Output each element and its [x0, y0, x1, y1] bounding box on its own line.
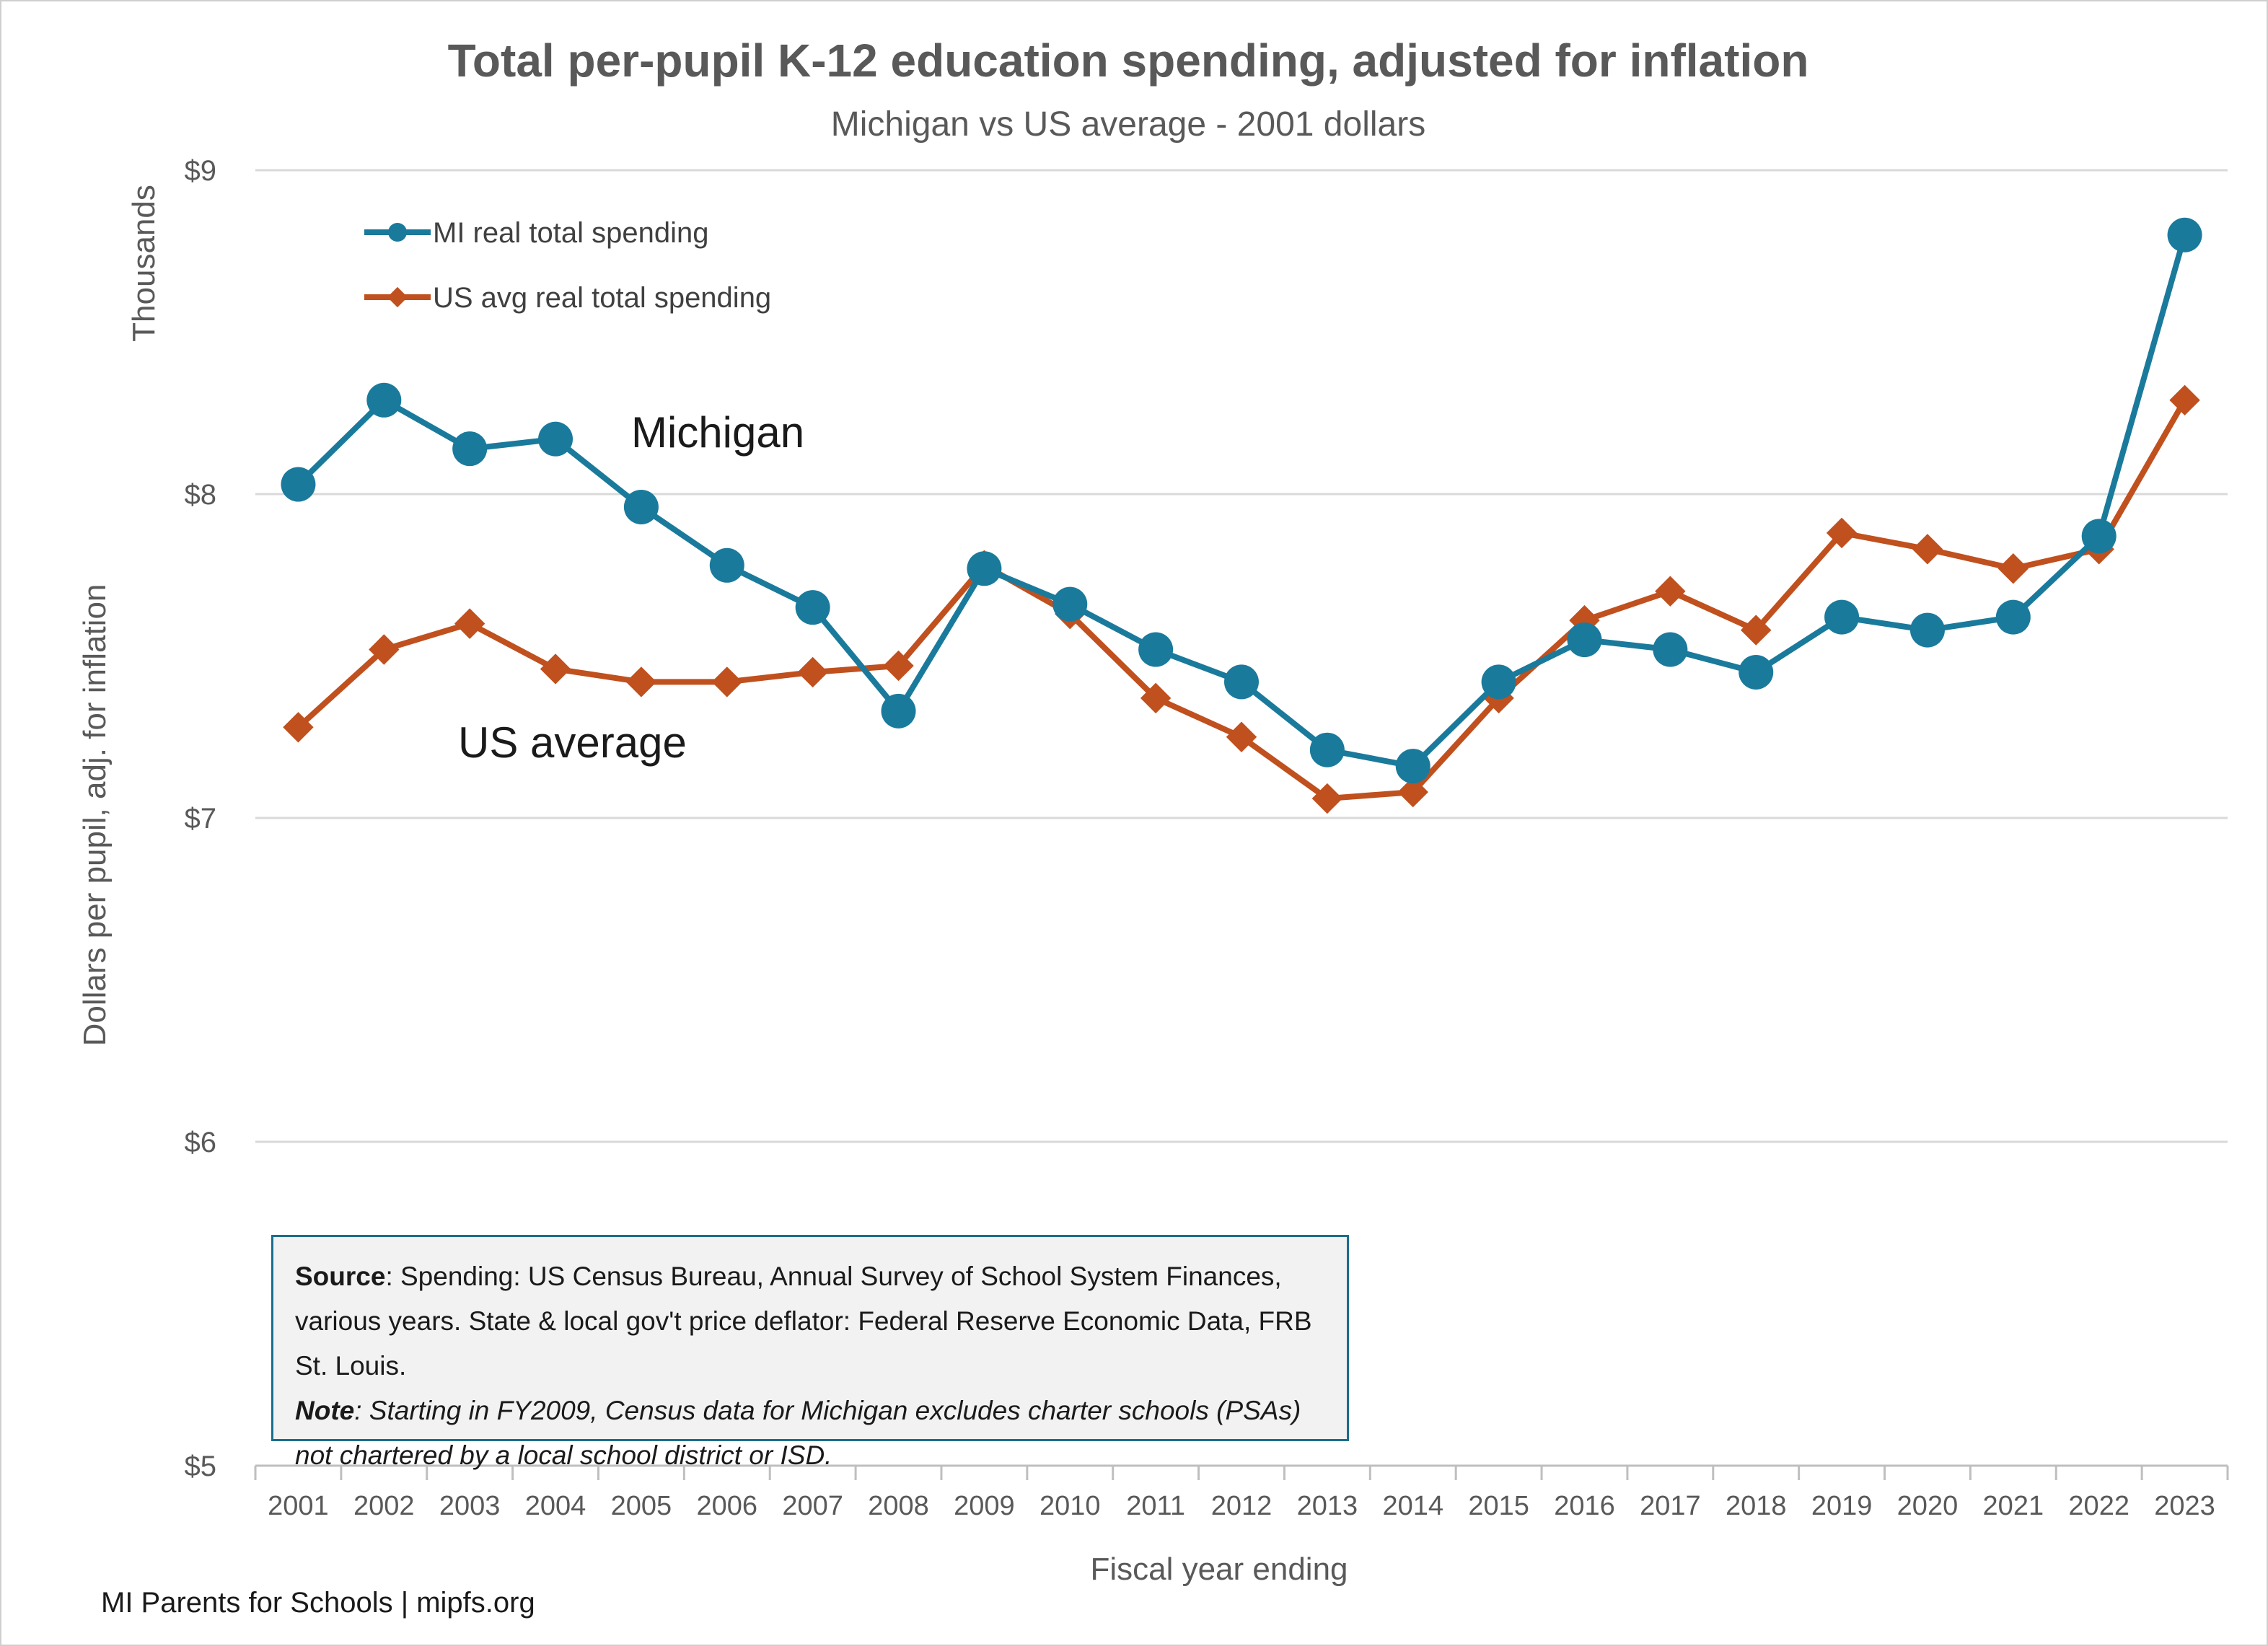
y-tick-label: $5: [185, 1451, 217, 1482]
note-text: : Starting in FY2009, Census data for Mi…: [295, 1396, 1301, 1470]
x-axis: 2001 2002 2003 2004 2005 2006 2007 2008 2009 2010…: [254, 1464, 2229, 1521]
y-tick-label: $6: [185, 1127, 217, 1158]
data-point-us-average: [2169, 384, 2200, 416]
x-tick-label: 2015: [1468, 1491, 1529, 1521]
x-tick-label: 2010: [1040, 1491, 1101, 1521]
x-tick-label: 2005: [611, 1491, 672, 1521]
legend-swatch-mi-marker: [388, 223, 407, 242]
data-point-us-average: [454, 608, 485, 639]
x-tick-label: 2021: [1983, 1491, 2044, 1521]
x-tick-label: 2016: [1554, 1491, 1615, 1521]
data-point-us-average: [1997, 553, 2029, 584]
data-point-us-average: [1397, 776, 1428, 808]
y-tick-label: $7: [185, 803, 217, 835]
data-point-michigan: [623, 489, 659, 524]
x-tick-label: 2019: [1811, 1491, 1873, 1521]
legend-label-us: US avg real total spending: [433, 282, 771, 314]
x-tick-label: 2020: [1897, 1491, 1959, 1521]
data-point-michigan: [1395, 749, 1430, 784]
data-point-michigan: [967, 551, 1002, 586]
x-tick-label: 2023: [2154, 1491, 2215, 1521]
x-tick-label: 2017: [1640, 1491, 1701, 1521]
data-point-us-average: [1311, 783, 1343, 814]
data-point-us-average: [797, 656, 828, 688]
chart-subtitle: Michigan vs US average - 2001 dollars: [831, 105, 1425, 144]
data-point-michigan: [538, 421, 573, 457]
data-point-michigan: [1481, 664, 1516, 700]
data-point-michigan: [452, 431, 488, 467]
y-tick-label: $8: [185, 479, 217, 511]
data-point-michigan: [1224, 664, 1259, 700]
y-tick-label: $9: [185, 155, 217, 187]
x-tick-label: 2002: [353, 1491, 415, 1521]
x-tick-label: 2013: [1297, 1491, 1358, 1521]
data-point-michigan: [2081, 519, 2117, 554]
y-axis: $5 $6 $7 $8 $9: [185, 155, 217, 1482]
x-tick-label: 2004: [525, 1491, 586, 1521]
data-point-michigan: [1995, 599, 2031, 635]
legend: MI real total spending US avg real total…: [364, 217, 771, 314]
footer-credit: MI Parents for Schools | mipfs.org: [101, 1587, 535, 1619]
data-point-us-average: [711, 666, 742, 697]
note-label: Note: [295, 1396, 355, 1425]
x-tick-label: 2022: [2068, 1491, 2129, 1521]
y-axis-title: Dollars per pupil, adj. for inflation: [77, 584, 113, 1047]
x-tick-label: 2014: [1382, 1491, 1443, 1521]
data-point-us-average: [625, 666, 657, 697]
x-tick-label: 2018: [1726, 1491, 1787, 1521]
data-point-michigan: [1909, 612, 1945, 648]
data-point-us-average: [1655, 576, 1686, 607]
data-point-michigan: [881, 693, 916, 729]
data-point-michigan: [281, 467, 316, 502]
x-axis-title: Fiscal year ending: [1090, 1552, 1348, 1587]
source-label: Source: [295, 1262, 386, 1291]
chart-title: Total per-pupil K-12 education spending,…: [448, 35, 1809, 87]
data-point-michigan: [1739, 654, 1774, 690]
annotation-us-average: US average: [458, 718, 687, 767]
x-tick-label: 2011: [1126, 1491, 1185, 1521]
y-unit-label: Thousands: [126, 185, 162, 342]
data-point-michigan: [1567, 622, 1602, 658]
data-point-us-average: [540, 653, 571, 685]
data-point-us-average: [1912, 534, 1943, 565]
x-tick-label: 2001: [268, 1491, 329, 1521]
data-point-michigan: [709, 547, 744, 583]
x-tick-label: 2007: [782, 1491, 843, 1521]
data-point-michigan: [366, 382, 402, 418]
legend-item-mi: MI real total spending: [364, 217, 708, 249]
legend-label-mi: MI real total spending: [433, 217, 708, 249]
data-point-us-average: [883, 650, 914, 682]
data-point-us-average: [1140, 682, 1172, 714]
x-tick-label: 2008: [868, 1491, 929, 1521]
x-tick-label: 2003: [439, 1491, 501, 1521]
data-point-michigan: [1653, 632, 1688, 667]
gridlines: [255, 169, 2228, 1143]
data-point-michigan: [1309, 732, 1345, 767]
data-point-michigan: [1824, 599, 1860, 635]
x-tick-label: 2012: [1211, 1491, 1273, 1521]
x-tick-label: 2006: [697, 1491, 758, 1521]
source-note-box: Source: Spending: US Census Bureau, Annu…: [271, 1235, 1349, 1470]
x-tick-label: 2009: [954, 1491, 1015, 1521]
annotation-michigan: Michigan: [631, 408, 804, 457]
data-point-us-average: [1226, 721, 1257, 752]
data-point-michigan: [2167, 217, 2202, 252]
source-text: : Spending: US Census Bureau, Annual Sur…: [295, 1262, 1312, 1381]
data-point-michigan: [1138, 632, 1174, 667]
data-point-michigan: [795, 590, 830, 625]
legend-swatch-us-marker: [387, 286, 408, 308]
legend-item-us: US avg real total spending: [364, 282, 771, 314]
data-point-michigan: [1052, 586, 1088, 622]
